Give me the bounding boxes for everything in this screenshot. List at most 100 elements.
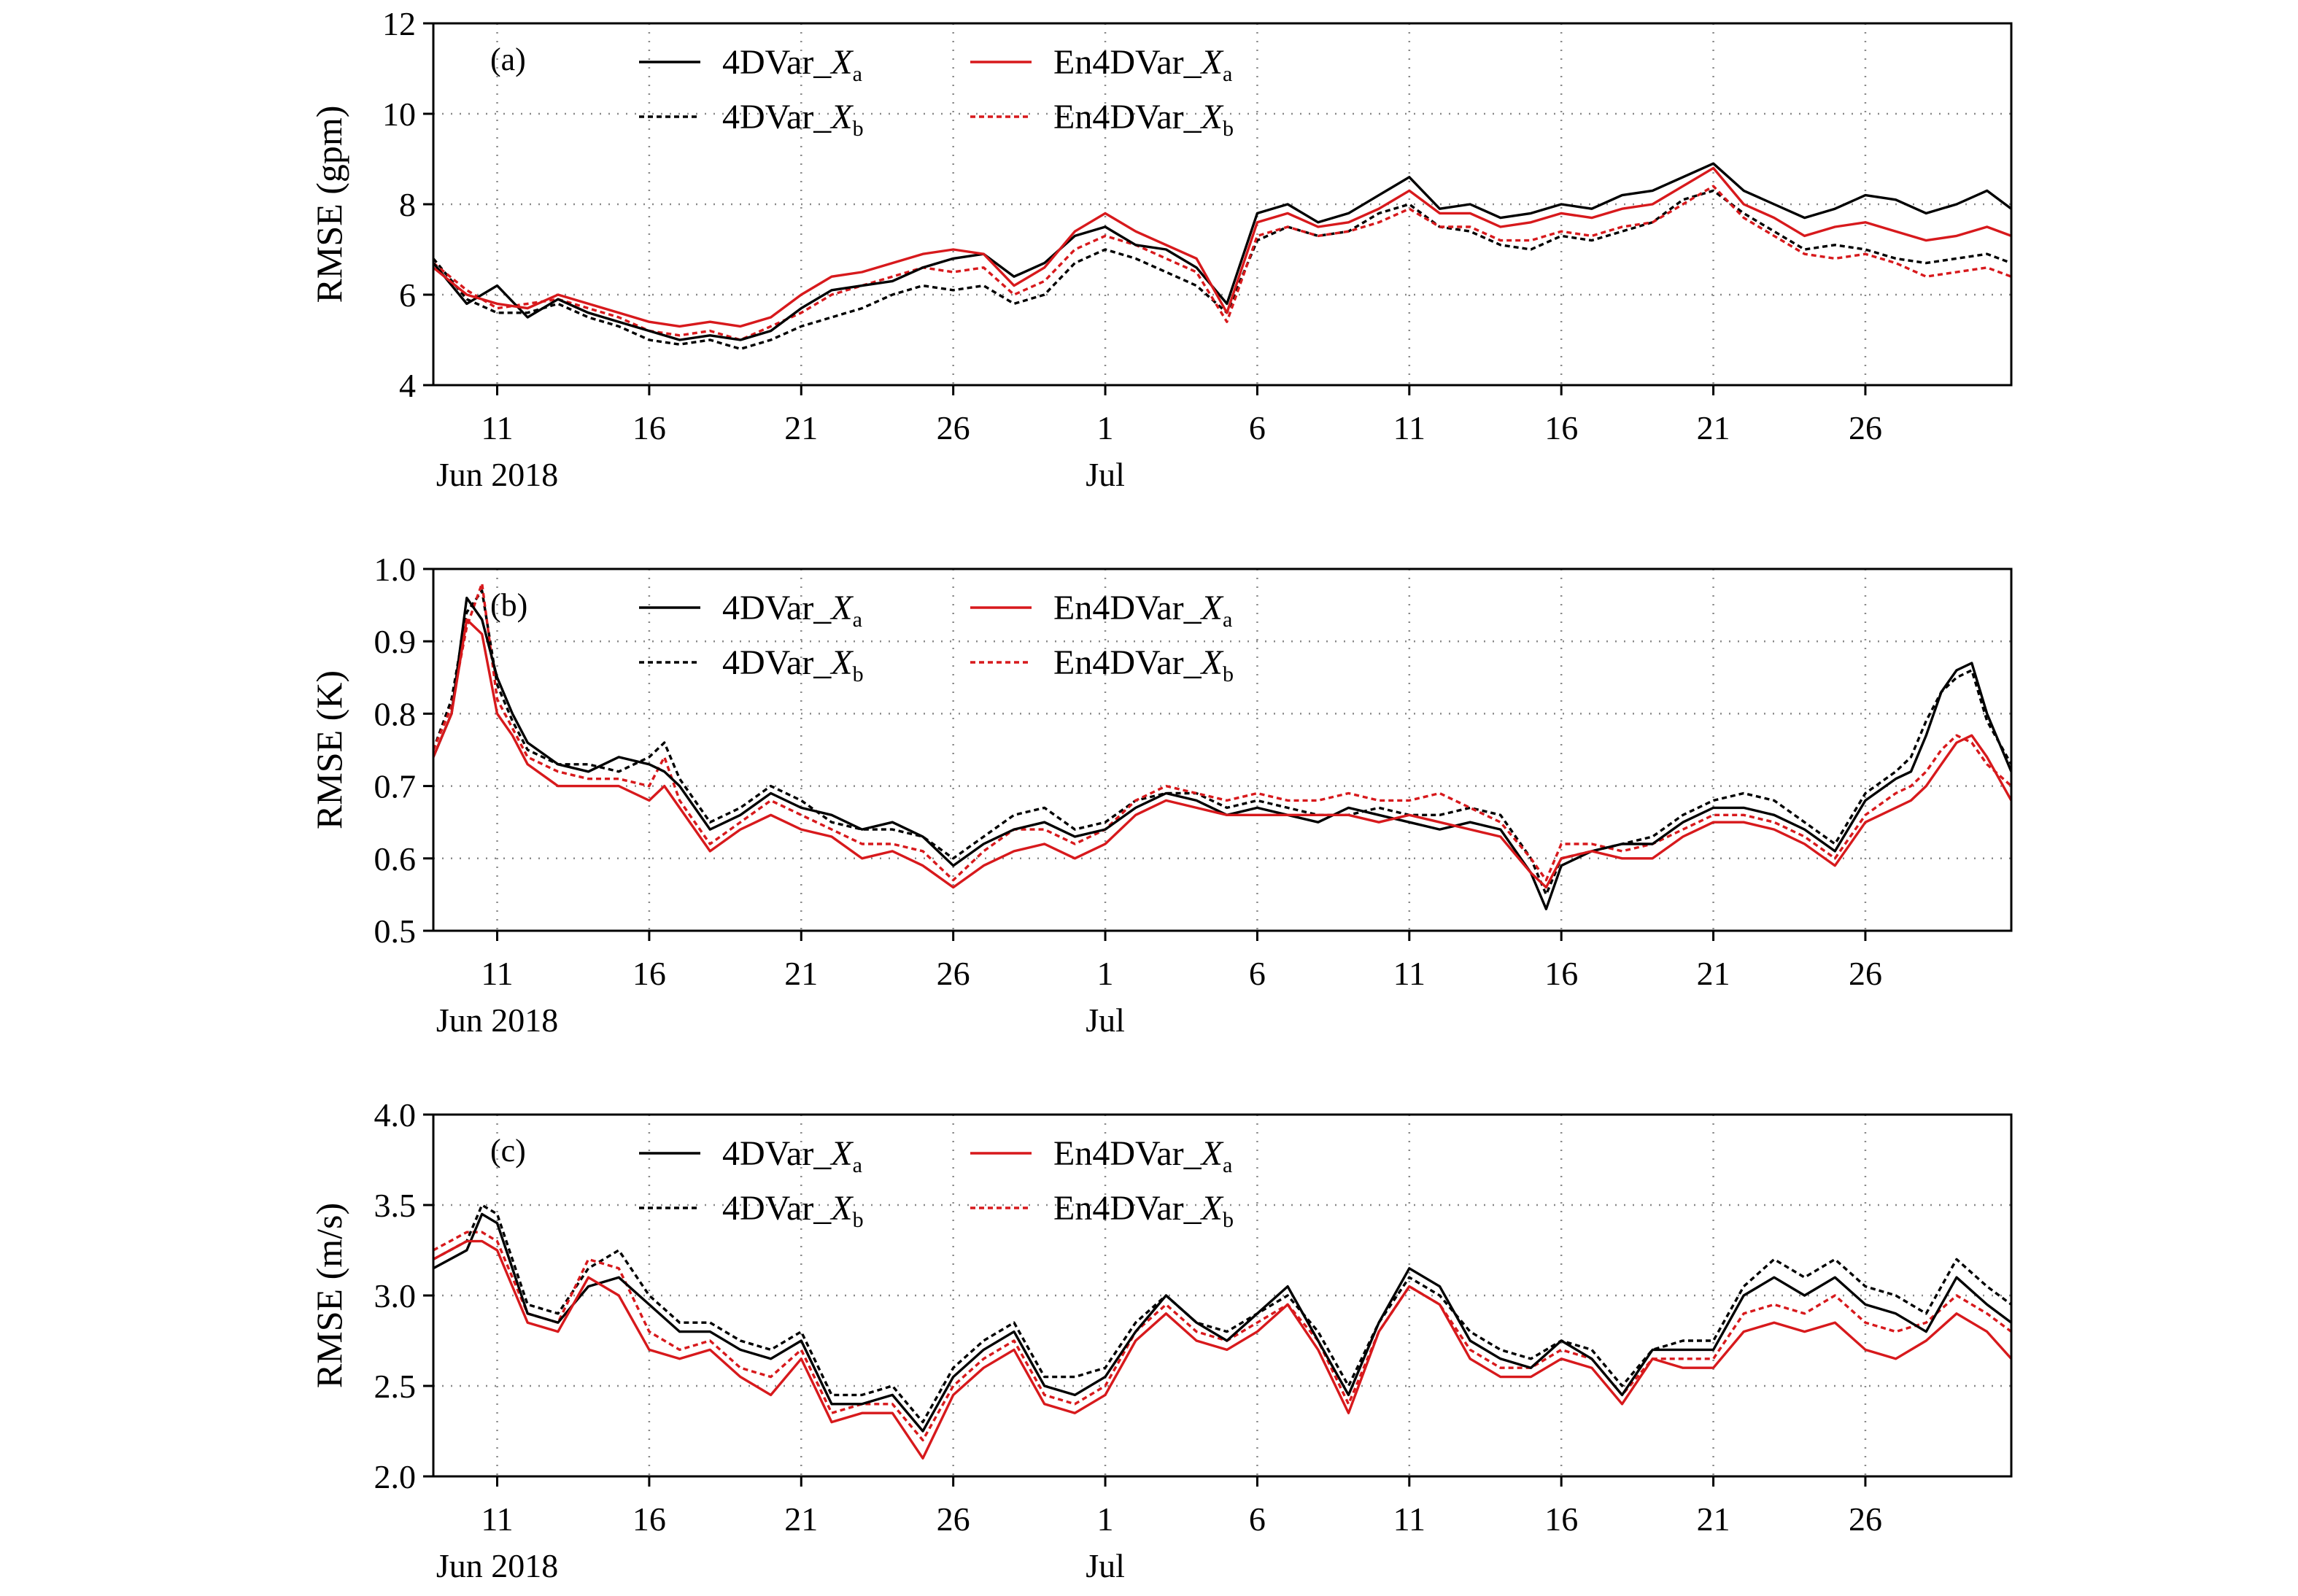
legend-item-en4dvar_xb: En4DVar_Xb <box>970 1189 1234 1232</box>
x-tick-label: 11 <box>1393 955 1425 992</box>
legend-label: En4DVar_Xa <box>1053 43 1232 86</box>
legend: 4DVar_Xa 4DVar_Xb En4DVar_Xa En4DVar_Xb <box>639 589 1234 686</box>
legend-item-4dvar_xb: 4DVar_Xb <box>639 1189 864 1232</box>
legend-label: 4DVar_Xa <box>722 589 862 632</box>
panel-label: (c) <box>490 1133 526 1169</box>
y-tick-label: 0.6 <box>374 840 417 878</box>
series-line-4dvar_xb <box>432 589 2013 896</box>
legend-label: En4DVar_Xb <box>1053 1189 1234 1232</box>
y-tick-label: 1.0 <box>374 551 417 588</box>
x-tick-label: 21 <box>1697 1500 1730 1538</box>
x-tick-label: 21 <box>784 409 818 446</box>
x-tick-label: 6 <box>1249 955 1266 992</box>
legend-item-4dvar_xb: 4DVar_Xb <box>639 643 864 686</box>
y-tick-label: 8 <box>399 186 416 223</box>
legend-label: En4DVar_Xa <box>1053 1134 1232 1177</box>
legend-label: 4DVar_Xb <box>722 1189 864 1232</box>
y-tick-label: 12 <box>382 5 416 42</box>
series-line-4dvar_xa <box>433 1212 2013 1433</box>
legend-label: En4DVar_Xb <box>1053 643 1234 686</box>
y-tick-label: 10 <box>382 96 416 133</box>
legend-label: 4DVar_Xb <box>722 643 864 686</box>
x-tick-label: 16 <box>632 955 666 992</box>
x-tick-label: 1 <box>1097 1500 1114 1538</box>
y-tick-label: 0.8 <box>374 695 417 732</box>
series-line-en4dvar_xa <box>433 1239 2013 1460</box>
x-tick-label: 21 <box>784 1500 818 1538</box>
legend-item-en4dvar_xa: En4DVar_Xa <box>970 589 1232 632</box>
panel-label: (a) <box>490 42 526 77</box>
y-tick-label: 0.9 <box>374 623 417 660</box>
legend-item-en4dvar_xb: En4DVar_Xb <box>970 98 1234 141</box>
y-axis-label: RMSE (K) <box>309 670 349 829</box>
x-tick-label: 1 <box>1097 955 1114 992</box>
series-group <box>432 582 2013 910</box>
x-tick-label: 21 <box>1697 409 1730 446</box>
y-tick-label: 2.5 <box>374 1368 417 1405</box>
y-tick-label: 2.0 <box>374 1458 417 1495</box>
x-tick-label: 26 <box>1849 955 1882 992</box>
legend-label: 4DVar_Xb <box>722 98 864 141</box>
legend: 4DVar_Xa 4DVar_Xb En4DVar_Xa En4DVar_Xb <box>639 1134 1234 1232</box>
x-tick-label: 26 <box>1849 1500 1882 1538</box>
legend-label: En4DVar_Xb <box>1053 98 1234 141</box>
x-tick-label: 1 <box>1097 409 1114 446</box>
x-tick-label: 16 <box>1544 955 1578 992</box>
y-tick-label: 3.0 <box>374 1277 417 1314</box>
legend-label: 4DVar_Xa <box>722 43 862 86</box>
y-tick-label: 4.0 <box>374 1096 417 1134</box>
panel-label: (b) <box>490 587 527 623</box>
legend-label: 4DVar_Xa <box>722 1134 862 1177</box>
legend-label: En4DVar_Xa <box>1053 589 1232 632</box>
x-tick-label: 26 <box>937 955 970 992</box>
x-tick-label: 21 <box>784 955 818 992</box>
x-tick-label: 26 <box>937 1500 970 1538</box>
y-tick-label: 4 <box>399 367 416 404</box>
x-tick-label: 26 <box>1849 409 1882 446</box>
legend-item-4dvar_xa: 4DVar_Xa <box>639 589 862 632</box>
x-tick-label: 11 <box>1393 409 1425 446</box>
legend: 4DVar_Xa 4DVar_Xb En4DVar_Xa En4DVar_Xb <box>639 43 1234 141</box>
x-sublabel: Jun 2018 <box>436 1002 558 1039</box>
x-sublabel: Jul <box>1086 1547 1125 1584</box>
series-line-4dvar_xb <box>433 1204 2013 1424</box>
legend-item-4dvar_xb: 4DVar_Xb <box>639 98 864 141</box>
plot-frame <box>432 567 2013 932</box>
x-tick-label: 16 <box>1544 409 1578 446</box>
series-line-en4dvar_xa <box>432 618 2013 889</box>
series-group <box>433 1204 2013 1460</box>
x-tick-label: 6 <box>1249 1500 1266 1538</box>
legend-item-en4dvar_xa: En4DVar_Xa <box>970 43 1232 86</box>
y-tick-label: 0.5 <box>374 913 417 950</box>
grid <box>433 1115 2011 1476</box>
x-tick-label: 11 <box>481 409 513 446</box>
x-sublabel: Jul <box>1086 456 1125 493</box>
legend-item-en4dvar_xb: En4DVar_Xb <box>970 643 1234 686</box>
x-sublabel: Jun 2018 <box>436 456 558 493</box>
y-tick-label: 6 <box>399 276 416 314</box>
series-line-4dvar_xa <box>432 162 2013 341</box>
x-tick-label: 11 <box>481 1500 513 1538</box>
legend-item-4dvar_xa: 4DVar_Xa <box>639 43 862 86</box>
series-line-en4dvar_xa <box>432 166 2012 328</box>
series-group <box>432 162 2013 351</box>
x-tick-label: 11 <box>1393 1500 1425 1538</box>
x-tick-label: 16 <box>632 409 666 446</box>
x-sublabel: Jul <box>1086 1002 1125 1039</box>
legend-item-4dvar_xa: 4DVar_Xa <box>639 1134 862 1177</box>
legend-item-en4dvar_xa: En4DVar_Xa <box>970 1134 1232 1177</box>
x-tick-label: 11 <box>481 955 513 992</box>
series-line-en4dvar_xb <box>432 185 2012 341</box>
y-axis-label: RMSE (gpm) <box>309 106 349 303</box>
y-tick-label: 3.5 <box>374 1187 417 1224</box>
x-tick-label: 6 <box>1249 409 1266 446</box>
x-tick-label: 16 <box>1544 1500 1578 1538</box>
x-tick-label: 26 <box>937 409 970 446</box>
x-sublabel: Jun 2018 <box>436 1547 558 1584</box>
grid <box>433 23 2011 385</box>
grid <box>433 569 2011 931</box>
series-line-en4dvar_xb <box>432 582 2013 882</box>
